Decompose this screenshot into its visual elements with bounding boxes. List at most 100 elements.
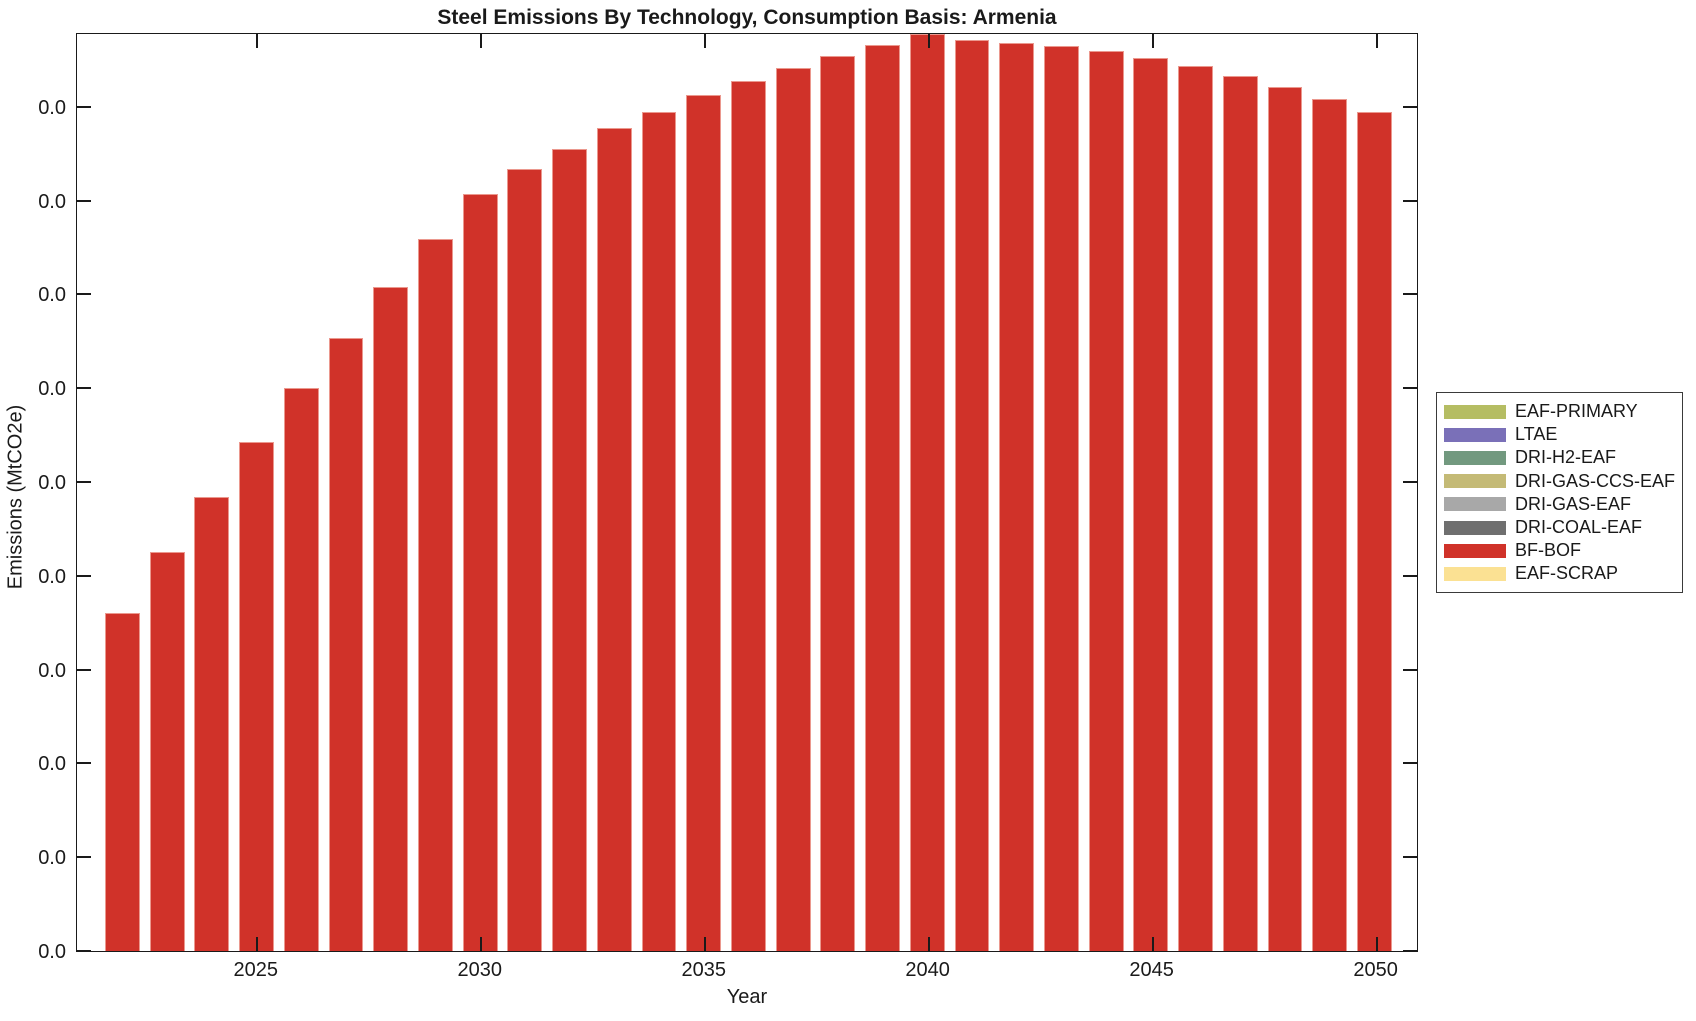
bar-2047	[1222, 76, 1258, 951]
bar-slot	[726, 34, 771, 951]
bar-slot	[950, 34, 995, 951]
bar-2025	[239, 442, 274, 951]
y-tick-mark	[77, 105, 91, 108]
y-tick-mark	[1403, 856, 1417, 859]
legend-swatch	[1444, 543, 1506, 558]
bar-slot	[637, 34, 682, 951]
bar-2039	[865, 45, 901, 951]
y-tick-label: 0.0	[38, 190, 66, 213]
bar-2043	[1044, 45, 1079, 951]
x-tick-mark	[1375, 34, 1378, 48]
x-tick-label: 2030	[457, 959, 502, 981]
bar-2031	[507, 168, 543, 951]
y-tick-label: 0.0	[38, 659, 66, 682]
x-tick-mark	[479, 34, 482, 48]
bar-slot	[502, 34, 547, 951]
bar-2022	[104, 612, 140, 951]
y-tick-mark	[1403, 199, 1417, 202]
bar-2028	[373, 287, 409, 951]
bar-slot	[1039, 34, 1084, 951]
x-tick-mark	[1151, 937, 1154, 951]
bar-slot	[816, 34, 861, 951]
y-tick-mark	[1403, 293, 1417, 296]
x-tick-mark	[927, 34, 930, 48]
bar-2038	[820, 56, 856, 951]
bar-2041	[954, 39, 990, 951]
bar-2042	[999, 43, 1035, 951]
legend-item: EAF-SCRAP	[1444, 562, 1682, 585]
legend: EAF-PRIMARY LTAE DRI-H2-EAF DRI-GAS-CCS-EAF…	[1436, 392, 1683, 593]
legend-label: DRI-GAS-EAF	[1515, 493, 1632, 514]
bar-slot	[413, 34, 458, 951]
bar-slot	[1307, 34, 1352, 951]
bar-2026	[283, 387, 319, 951]
y-tick-mark	[1403, 574, 1417, 577]
plot-area	[76, 33, 1418, 952]
legend-swatch	[1444, 427, 1506, 442]
x-tick-mark	[479, 937, 482, 951]
bar-2046	[1178, 66, 1214, 951]
y-tick-label: 0.0	[38, 378, 66, 401]
bar-slot	[1129, 34, 1174, 951]
bar-slot	[145, 34, 190, 951]
bar-series-bf-bof	[77, 34, 1417, 951]
x-tick-mark	[703, 937, 706, 951]
bar-2024	[194, 497, 230, 951]
legend-swatch	[1444, 404, 1506, 419]
bar-slot	[681, 34, 726, 951]
y-tick-label: 0.0	[38, 941, 66, 963]
bar-slot	[458, 34, 503, 951]
y-tick-label: 0.0	[38, 96, 66, 119]
y-tick-mark	[77, 856, 91, 859]
chart-title: Steel Emissions By Technology, Consumpti…	[437, 6, 1057, 29]
y-tick-label: 0.0	[38, 565, 66, 588]
y-tick-mark	[1403, 387, 1417, 390]
y-tick-mark	[77, 762, 91, 765]
bar-slot	[547, 34, 592, 951]
legend-item: LTAE	[1444, 423, 1682, 446]
x-tick-mark	[1375, 937, 1378, 951]
x-tick-label: 2050	[1353, 959, 1398, 981]
bar-slot	[1218, 34, 1263, 951]
legend-swatch	[1444, 497, 1506, 512]
y-tick-mark	[1403, 762, 1417, 765]
legend-label: BF-BOF	[1515, 540, 1581, 561]
bar-2023	[149, 552, 185, 951]
bar-2027	[328, 337, 364, 951]
bar-2030	[462, 193, 498, 951]
bar-slot	[1352, 34, 1397, 951]
legend-item: BF-BOF	[1444, 539, 1682, 562]
x-tick-mark	[255, 937, 258, 951]
bar-slot	[189, 34, 234, 951]
bar-slot	[994, 34, 1039, 951]
bar-slot	[368, 34, 413, 951]
bar-2045	[1133, 57, 1169, 951]
legend-swatch	[1444, 566, 1506, 581]
legend-label: DRI-H2-EAF	[1515, 447, 1617, 468]
y-tick-mark	[1403, 668, 1417, 671]
y-tick-mark	[77, 950, 91, 952]
legend-swatch	[1444, 474, 1506, 489]
x-tick-mark	[255, 34, 258, 48]
y-tick-mark	[77, 574, 91, 577]
bar-2048	[1267, 87, 1303, 951]
legend-swatch	[1444, 520, 1506, 535]
bar-2032	[552, 148, 587, 951]
bar-2044	[1088, 51, 1124, 951]
bar-slot	[592, 34, 637, 951]
bar-2050	[1357, 111, 1392, 951]
legend-label: DRI-COAL-EAF	[1515, 517, 1643, 538]
x-tick-mark	[703, 34, 706, 48]
bar-slot	[860, 34, 905, 951]
legend-item: DRI-COAL-EAF	[1444, 516, 1682, 539]
bar-slot	[1084, 34, 1129, 951]
bar-slot	[905, 34, 950, 951]
x-tick-label: 2040	[905, 959, 950, 981]
bar-slot	[1173, 34, 1218, 951]
legend-label: EAF-SCRAP	[1515, 563, 1619, 584]
x-tick-label: 2045	[1129, 959, 1174, 981]
legend-swatch	[1444, 450, 1506, 465]
y-tick-mark	[1403, 105, 1417, 108]
x-tick-mark	[1151, 34, 1154, 48]
